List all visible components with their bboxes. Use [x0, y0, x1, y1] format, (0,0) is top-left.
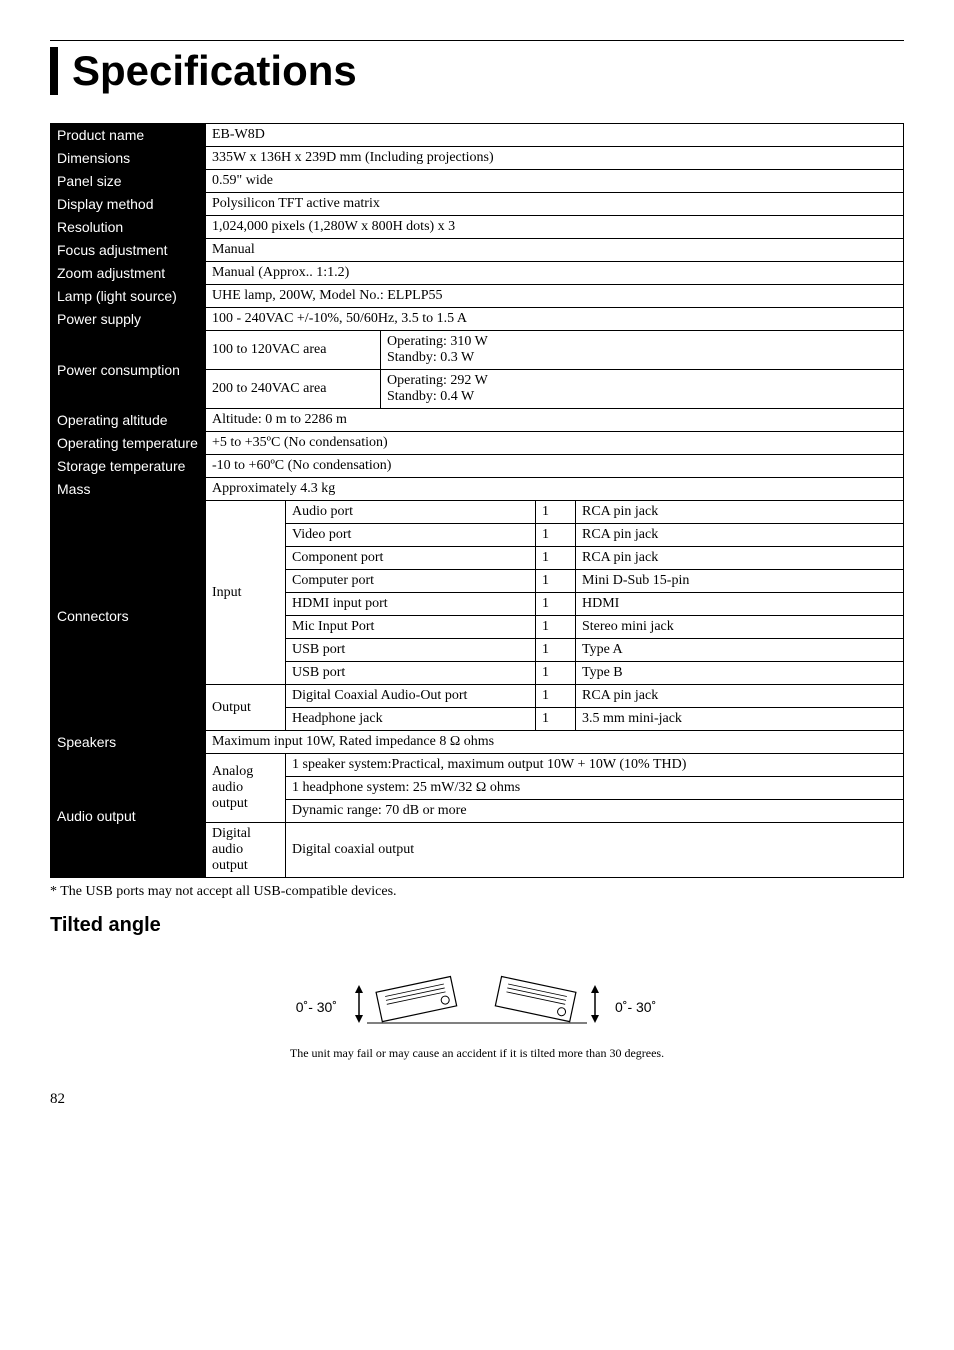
tilt-caption: The unit may fail or may cause an accide…	[50, 1046, 904, 1061]
row-ao-0: Audio output Analog audio output 1 speak…	[51, 754, 904, 777]
row-dimensions: Dimensions 335W x 136H x 239D mm (Includ…	[51, 147, 904, 170]
tilt-left-label: 0˚- 30˚	[296, 999, 337, 1015]
row-power-supply: Power supply 100 - 240VAC +/-10%, 50/60H…	[51, 308, 904, 331]
row-conn-0: Connectors Input Audio port 1 RCA pin ja…	[51, 501, 904, 524]
row-op-temp: Operating temperature +5 to +35ºC (No co…	[51, 432, 904, 455]
tilt-diagram: 0˚- 30˚ 0˚- 30˚	[50, 947, 904, 1042]
spec-table: Product name EB-W8D Dimensions 335W x 13…	[50, 123, 904, 878]
row-speakers: Speakers Maximum input 10W, Rated impeda…	[51, 731, 904, 754]
row-lamp: Lamp (light source) UHE lamp, 200W, Mode…	[51, 285, 904, 308]
tilt-right-label: 0˚- 30˚	[615, 999, 656, 1015]
row-pc1: Power consumption 100 to 120VAC area Ope…	[51, 331, 904, 370]
footnote: * The USB ports may not accept all USB-c…	[50, 884, 904, 900]
row-display-method: Display method Polysilicon TFT active ma…	[51, 193, 904, 216]
title-section: Specifications	[50, 40, 904, 95]
row-panel-size: Panel size 0.59" wide	[51, 170, 904, 193]
row-mass: Mass Approximately 4.3 kg	[51, 478, 904, 501]
val-product-name: EB-W8D	[206, 124, 904, 147]
row-altitude: Operating altitude Altitude: 0 m to 2286…	[51, 409, 904, 432]
row-storage-temp: Storage temperature -10 to +60ºC (No con…	[51, 455, 904, 478]
row-focus: Focus adjustment Manual	[51, 239, 904, 262]
tilted-heading: Tilted angle	[50, 914, 904, 937]
page-number: 82	[50, 1091, 904, 1108]
page-title: Specifications	[72, 47, 904, 95]
row-zoom: Zoom adjustment Manual (Approx.. 1:1.2)	[51, 262, 904, 285]
row-resolution: Resolution 1,024,000 pixels (1,280W x 80…	[51, 216, 904, 239]
label-product-name: Product name	[51, 124, 206, 147]
row-product-name: Product name EB-W8D	[51, 124, 904, 147]
